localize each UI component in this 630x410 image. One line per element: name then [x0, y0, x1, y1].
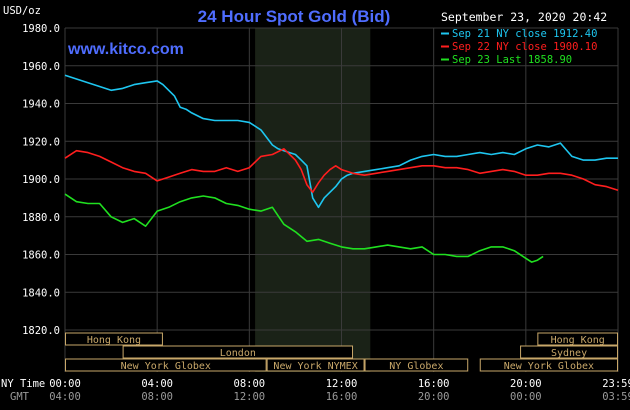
session-box: [479, 358, 618, 372]
x-tick-label-gmt: 00:00: [510, 391, 542, 403]
series-line: [64, 148, 619, 193]
y-tick-label: 1840.0: [22, 287, 60, 299]
session-label: New York Globex: [121, 361, 211, 372]
market-sessions: Hong Kong London New York Globex New York N…: [65, 332, 619, 372]
y-tick-label: 1880.0: [22, 212, 60, 224]
x-tick-label-gmt: 16:00: [326, 391, 358, 403]
y-tick-label: 1960.0: [22, 61, 60, 73]
chart-datetime: September 23, 2020 20:42: [441, 10, 607, 24]
session-box: [122, 345, 354, 359]
price-series: [64, 74, 619, 263]
x-tick-label-gmt: 04:00: [49, 391, 81, 403]
series-line: [64, 193, 544, 263]
y-tick-label: 1900.0: [22, 174, 60, 186]
chart-title: 24 Hour Spot Gold (Bid): [198, 7, 391, 26]
nymex-session-shade: [255, 28, 371, 372]
session-label: Hong Kong: [551, 335, 605, 346]
x-tick-label-ny: 23:59: [602, 378, 630, 390]
session-label: Sydney: [551, 348, 587, 359]
y-axis-tick-labels: 1820.0 1840.0 1860.0 1880.0 1900.0 1920.0 1940…: [22, 23, 60, 337]
series-line: [64, 74, 618, 209]
x-tick-label-gmt: 20:00: [418, 391, 450, 403]
x-tick-label-gmt: 12:00: [234, 391, 266, 403]
x-tick-label-ny: 00:00: [49, 378, 81, 390]
nytime-row-label: NY Time: [1, 378, 45, 390]
y-tick-label: 1860.0: [22, 250, 60, 262]
session-label: New York NYMEX: [273, 361, 357, 372]
y-tick-label: 1940.0: [22, 99, 60, 111]
x-tick-label-ny: 16:00: [418, 378, 450, 390]
session-label: New York Globex: [504, 361, 594, 372]
session-label: NY Globex: [389, 361, 443, 372]
session-label: Hong Kong: [87, 335, 141, 346]
y-axis-unit-label: USD/oz: [3, 5, 41, 17]
x-tick-label-ny: 08:00: [234, 378, 266, 390]
legend-entry: Sep 21 NY close 1912.40: [452, 28, 597, 40]
x-tick-label-ny: 04:00: [141, 378, 173, 390]
session-box: [266, 358, 365, 372]
y-tick-label: 1820.0: [22, 325, 60, 337]
grid-lines: [64, 27, 619, 372]
x-tick-label-ny: 12:00: [326, 378, 358, 390]
session-box: [65, 358, 267, 372]
x-tick-label-gmt: 03:59: [602, 391, 630, 403]
watermark-url: www.kitco.com: [67, 41, 184, 58]
session-label: London: [220, 348, 256, 359]
session-box: [364, 358, 469, 372]
x-tick-label-gmt: 08:00: [141, 391, 173, 403]
legend-entry: Sep 22 NY close 1900.10: [452, 41, 597, 53]
gmt-row-label: GMT: [10, 391, 30, 403]
legend-entry: Sep 23 Last 1858.90: [452, 54, 572, 66]
y-tick-label: 1980.0: [22, 23, 60, 35]
x-tick-label-ny: 20:00: [510, 378, 542, 390]
session-box: [520, 345, 619, 359]
nymex-shade-rect: [255, 28, 371, 372]
y-tick-label: 1920.0: [22, 136, 60, 148]
x-axis-tick-labels: 00:0004:0004:0008:0008:0012:0012:0016:00…: [49, 378, 630, 403]
session-box: [537, 332, 619, 346]
session-box: [65, 332, 163, 346]
